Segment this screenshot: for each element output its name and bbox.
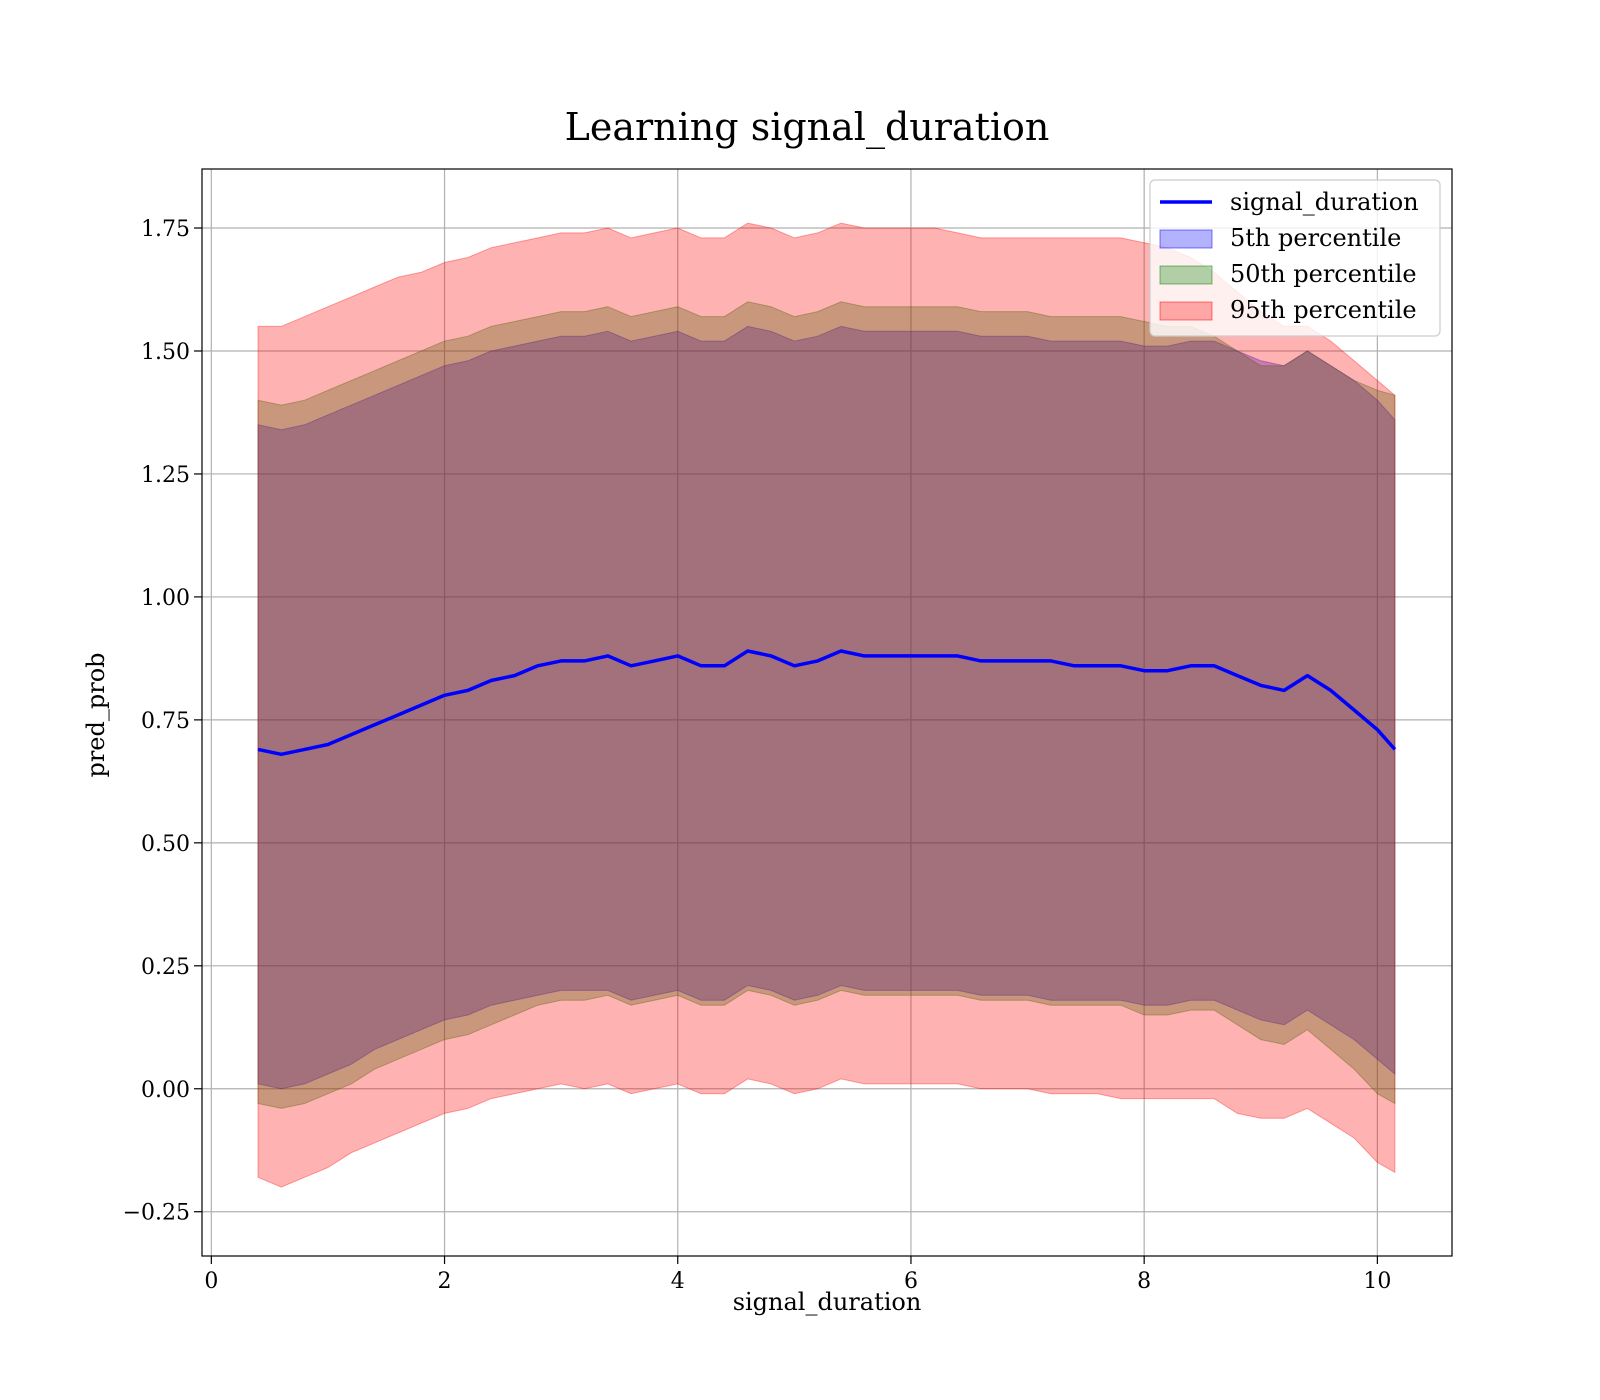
band-5th-percentile xyxy=(257,325,1396,1090)
x-axis-label: signal_duration xyxy=(733,1288,922,1316)
y-tick-label: 0.75 xyxy=(141,709,190,734)
x-tick-label: 2 xyxy=(438,1269,452,1294)
lines xyxy=(257,649,1397,757)
band-50th-percentile xyxy=(257,301,1396,1109)
y-tick-label: 1.00 xyxy=(141,586,190,611)
legend-item: 5th percentile xyxy=(1159,224,1401,252)
legend-label: 5th percentile xyxy=(1230,224,1401,252)
legend-swatch xyxy=(1159,301,1213,321)
legend-label: 50th percentile xyxy=(1230,260,1417,288)
y-tick-label: 0.50 xyxy=(141,832,190,857)
y-axis-label: pred_prob xyxy=(82,652,110,777)
legend: signal_duration 5th percentile 50th percen… xyxy=(1149,179,1441,337)
x-axis-ticks: 0 2 4 6 8 10 xyxy=(204,1256,1391,1294)
bands xyxy=(257,222,1396,1188)
x-tick-label: 8 xyxy=(1137,1269,1151,1294)
x-tick-label: 6 xyxy=(904,1269,918,1294)
x-tick-label: 10 xyxy=(1363,1269,1391,1294)
axes-frame xyxy=(201,168,1453,1257)
legend-swatch xyxy=(1159,229,1213,249)
y-tick-label: 0.00 xyxy=(141,1078,190,1103)
band-95th-percentile xyxy=(257,222,1396,1188)
legend-label: 95th percentile xyxy=(1230,296,1417,324)
x-tick-label: 0 xyxy=(204,1269,218,1294)
y-tick-label: 1.50 xyxy=(141,340,190,365)
plot-area: 0 2 4 6 8 10 −0.25 0.00 0.25 0.50 0.75 1.00 1.25 1.5… xyxy=(123,168,1453,1294)
legend-box xyxy=(1149,179,1441,337)
chart-title: Learning signal_duration xyxy=(565,105,1050,150)
y-tick-label: 1.25 xyxy=(141,463,190,488)
legend-item: 50th percentile xyxy=(1159,260,1417,288)
y-tick-label: 0.25 xyxy=(141,955,190,980)
line-signal_duration xyxy=(257,649,1397,757)
y-tick-label: 1.75 xyxy=(141,217,190,242)
legend-label: signal_duration xyxy=(1230,188,1419,216)
y-axis-ticks: −0.25 0.00 0.25 0.50 0.75 1.00 1.25 1.50 1.75 xyxy=(123,217,202,1226)
legend-item: 95th percentile xyxy=(1159,296,1417,324)
grid xyxy=(202,169,1452,1256)
y-tick-label: −0.25 xyxy=(123,1201,190,1226)
legend-item: signal_duration xyxy=(1160,188,1419,216)
legend-swatch xyxy=(1159,265,1213,285)
x-tick-label: 4 xyxy=(671,1269,685,1294)
